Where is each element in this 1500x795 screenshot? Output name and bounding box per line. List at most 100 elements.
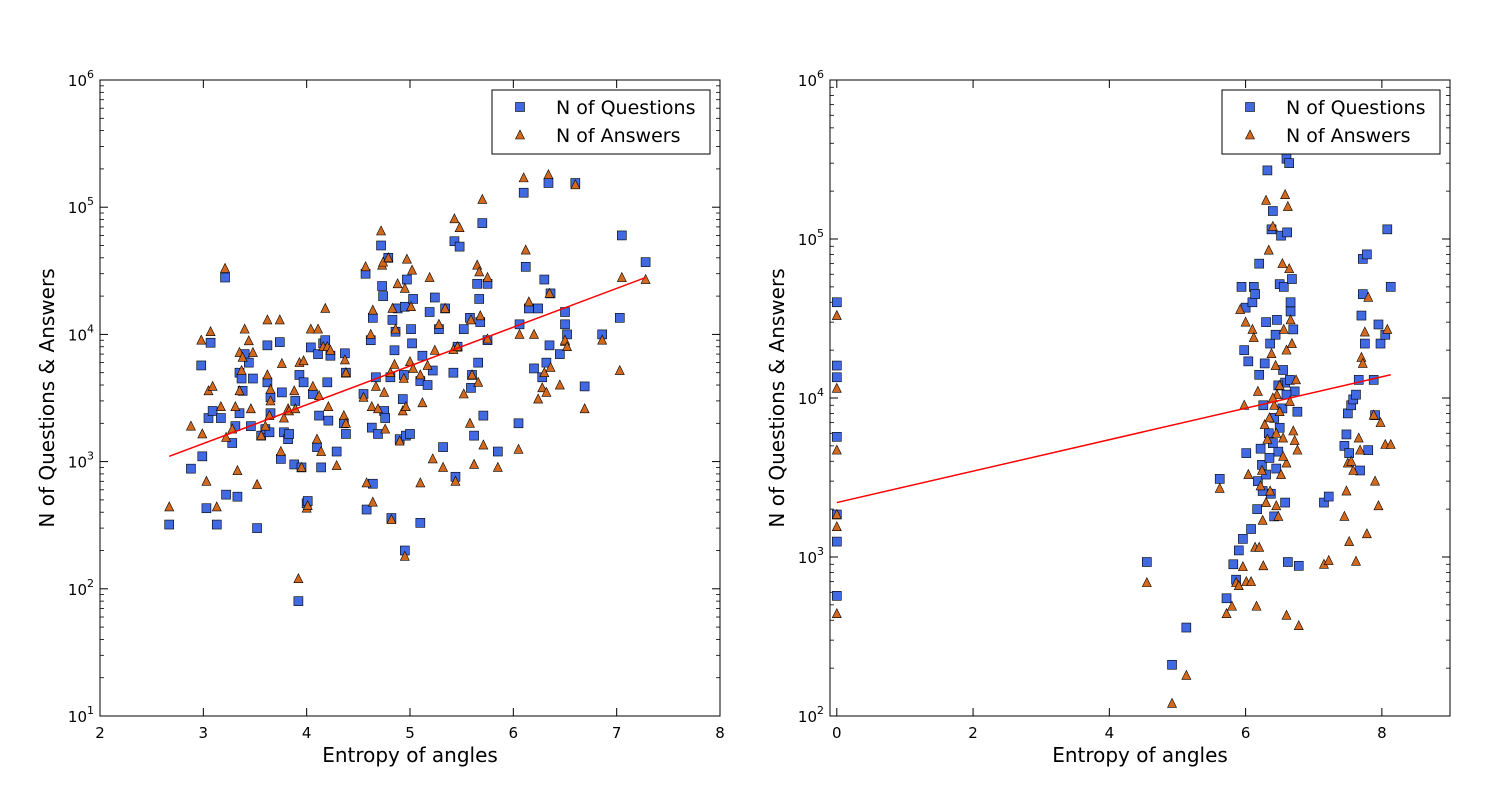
answer-point bbox=[1254, 541, 1265, 552]
legend-triangle-icon bbox=[515, 129, 525, 140]
question-point bbox=[1353, 375, 1364, 385]
question-point bbox=[186, 463, 196, 474]
answer-point bbox=[386, 513, 397, 524]
answer-point bbox=[298, 355, 309, 366]
answer-point bbox=[256, 429, 267, 440]
answer-point bbox=[1281, 609, 1292, 620]
answer-point bbox=[339, 354, 350, 365]
x-tick-label: 0 bbox=[832, 724, 842, 742]
answer-point bbox=[544, 287, 555, 298]
answer-point bbox=[1288, 425, 1299, 436]
question-point bbox=[1293, 561, 1304, 571]
answer-point bbox=[276, 357, 287, 368]
answer-point bbox=[260, 420, 271, 431]
answer-point bbox=[164, 501, 175, 512]
answer-point bbox=[265, 395, 276, 406]
question-point bbox=[244, 357, 254, 368]
answer-point bbox=[1323, 554, 1334, 565]
x-tick-label: 2 bbox=[968, 724, 978, 742]
answer-point bbox=[831, 608, 842, 618]
x-axis-label: Entropy of angles bbox=[322, 743, 498, 767]
question-point bbox=[520, 261, 531, 272]
answer-point bbox=[197, 428, 208, 439]
y-tick-label: 102 bbox=[798, 704, 824, 726]
answer-point bbox=[1261, 496, 1272, 507]
question-point bbox=[1362, 249, 1372, 260]
question-point bbox=[232, 491, 243, 502]
answer-point bbox=[1375, 416, 1386, 427]
question-point bbox=[211, 519, 222, 530]
answer-point bbox=[1233, 580, 1244, 590]
answer-point bbox=[323, 401, 334, 412]
answer-point bbox=[275, 445, 286, 456]
question-point bbox=[1241, 448, 1252, 458]
answer-point bbox=[472, 259, 483, 270]
trend-line bbox=[836, 374, 1391, 504]
answer-point bbox=[361, 477, 372, 488]
answer-point bbox=[543, 169, 554, 180]
answer-point bbox=[1363, 291, 1374, 302]
question-point bbox=[1239, 345, 1250, 355]
question-point bbox=[472, 278, 482, 289]
answer-point bbox=[616, 271, 627, 282]
question-point bbox=[389, 345, 400, 356]
question-point bbox=[427, 365, 438, 376]
answer-point bbox=[554, 379, 565, 390]
answer-point bbox=[831, 508, 842, 519]
answer-point bbox=[492, 461, 503, 472]
answer-point bbox=[408, 362, 419, 373]
answer-point bbox=[1385, 438, 1396, 449]
answer-point bbox=[1214, 482, 1225, 493]
question-point bbox=[402, 274, 412, 285]
answer-point bbox=[1370, 475, 1381, 486]
question-point bbox=[196, 360, 207, 371]
question-point bbox=[544, 340, 555, 351]
answer-point bbox=[201, 475, 212, 486]
legend-box bbox=[1221, 89, 1441, 155]
answer-point bbox=[562, 341, 573, 352]
question-point bbox=[1373, 319, 1384, 330]
answer-point bbox=[570, 179, 581, 190]
question-point bbox=[216, 413, 226, 423]
data-points bbox=[831, 153, 1396, 708]
answer-point bbox=[467, 369, 477, 380]
answer-point bbox=[305, 323, 316, 334]
answer-point bbox=[367, 496, 378, 507]
answer-point bbox=[1247, 323, 1258, 334]
answer-point bbox=[597, 334, 608, 345]
legend: N of Questions N of Answers bbox=[1221, 89, 1441, 155]
question-point bbox=[1265, 338, 1275, 349]
answer-point bbox=[1262, 433, 1273, 444]
answer-point bbox=[1280, 189, 1291, 199]
answer-point bbox=[537, 382, 548, 393]
answer-point bbox=[1267, 220, 1278, 231]
question-point bbox=[1283, 557, 1293, 567]
answer-point bbox=[1284, 395, 1295, 406]
question-point bbox=[1262, 165, 1273, 176]
answers-series bbox=[164, 169, 651, 584]
answer-point bbox=[1248, 331, 1259, 342]
question-point bbox=[407, 338, 417, 349]
answer-point bbox=[370, 380, 381, 391]
data-points bbox=[164, 169, 651, 606]
answer-point bbox=[232, 464, 243, 475]
answer-point bbox=[422, 359, 433, 370]
question-point bbox=[555, 349, 565, 359]
answer-point bbox=[394, 435, 405, 446]
question-point bbox=[1254, 369, 1265, 380]
question-point bbox=[220, 272, 230, 283]
question-point bbox=[378, 291, 388, 301]
answer-point bbox=[1181, 669, 1192, 680]
question-point bbox=[493, 446, 503, 457]
question-point bbox=[305, 342, 316, 353]
answer-point bbox=[383, 252, 394, 263]
question-point bbox=[284, 429, 294, 439]
answer-point bbox=[331, 459, 342, 470]
question-point bbox=[201, 503, 212, 514]
question-point bbox=[543, 178, 554, 188]
question-point bbox=[415, 518, 426, 528]
answer-point bbox=[245, 403, 256, 414]
answer-point bbox=[1276, 468, 1287, 479]
answer-point bbox=[1141, 576, 1152, 587]
answer-point bbox=[1258, 560, 1269, 571]
